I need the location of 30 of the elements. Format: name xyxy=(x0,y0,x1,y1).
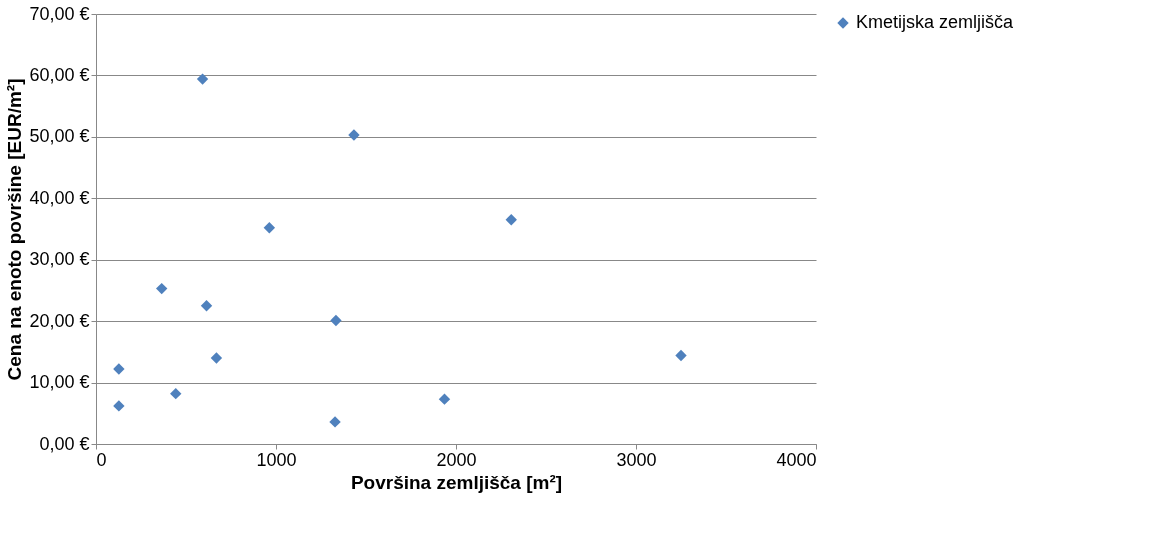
y-tick-label: 20,00 € xyxy=(29,310,90,331)
point xyxy=(438,393,451,405)
point xyxy=(156,282,168,295)
point xyxy=(675,349,687,362)
x-tick-label: 0 xyxy=(96,449,107,470)
point xyxy=(348,129,360,141)
y-tick-label: 60,00 € xyxy=(29,64,90,85)
point xyxy=(170,387,182,400)
point xyxy=(196,73,209,85)
y-tick-label: 10,00 € xyxy=(29,372,90,393)
x-axis-title: Površina zemljišča [m²] xyxy=(350,471,563,493)
y-tick-label: 40,00 € xyxy=(29,187,90,208)
point xyxy=(210,352,223,364)
point xyxy=(113,400,125,412)
y-tick-label: 30,00 € xyxy=(29,249,90,270)
point xyxy=(113,363,125,375)
y-tick-label: 70,00 € xyxy=(29,3,90,24)
legend-label: Kmetijska zemljišča xyxy=(856,12,1015,32)
x-tick-label: 4000 xyxy=(776,449,817,470)
y-axis-title: Cena na enoto površine [EUR/m²] xyxy=(4,78,26,381)
x-tick-label: 2000 xyxy=(436,449,477,470)
x-tick-label: 1000 xyxy=(256,449,297,470)
point xyxy=(330,314,342,327)
point xyxy=(200,300,213,312)
y-tick-label: 50,00 € xyxy=(29,126,90,147)
point xyxy=(329,416,341,428)
point xyxy=(263,222,276,234)
x-tick-label: 3000 xyxy=(616,449,657,470)
y-tick-label: 0,00 € xyxy=(39,433,90,454)
point xyxy=(505,214,517,226)
